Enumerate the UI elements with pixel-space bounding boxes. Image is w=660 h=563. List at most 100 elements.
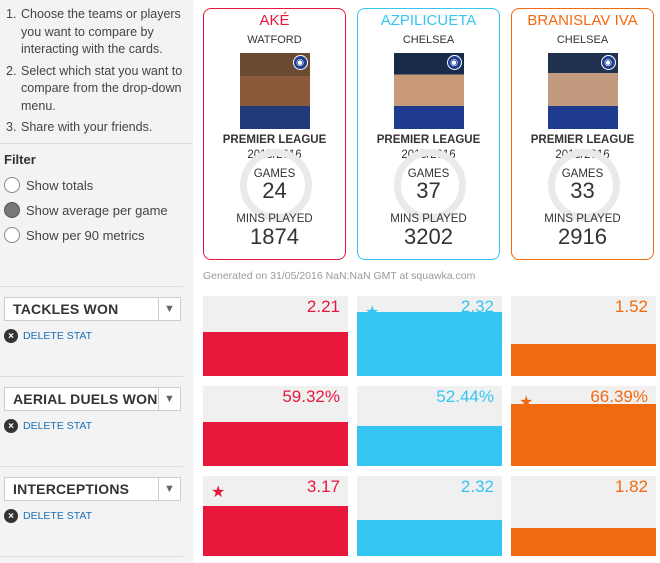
star-icon: ★ [519, 394, 534, 411]
close-icon[interactable]: × [4, 509, 18, 523]
player-card[interactable]: AKÉ WATFORD ◉ PREMIER LEAGUE 2015/2016 G… [203, 8, 346, 260]
mins-label: MINS PLAYED [544, 213, 621, 225]
filter-option-label: Show per 90 metrics [26, 227, 145, 243]
stat-bar [511, 528, 656, 556]
player-card[interactable]: AZPILICUETA CHELSEA ◉ PREMIER LEAGUE 201… [357, 8, 500, 260]
star-icon: ★ [365, 304, 380, 321]
stat-bar [357, 312, 502, 376]
radio-button[interactable] [4, 177, 20, 193]
instruction-number: 3. [6, 120, 17, 134]
delete-stat-button[interactable]: × DELETE STAT [4, 329, 193, 343]
stat-value: 59.32% [282, 387, 340, 406]
stat-divider [0, 286, 183, 287]
filter-option-label: Show average per game [26, 202, 168, 218]
stat-row-aerial: AERIAL DUELS WON ▼ × DELETE STAT [0, 387, 193, 433]
stat-cell: 2.32 [357, 476, 502, 556]
stat-select-label: TACKLES WON [13, 301, 119, 317]
delete-stat-label[interactable]: DELETE STAT [23, 510, 93, 522]
instruction-number: 1. [6, 7, 17, 21]
chevron-down-icon[interactable]: ▼ [158, 388, 180, 410]
filter-option-totals[interactable]: Show totals [0, 173, 193, 198]
games-value: 37 [416, 178, 441, 203]
stat-cell: 66.39% ★ [511, 386, 656, 466]
stat-value: 2.32 [460, 297, 494, 316]
mins-value: 3202 [404, 224, 453, 249]
player-club: CHELSEA [402, 34, 455, 46]
radio-button[interactable] [4, 202, 20, 218]
player-name: AKÉ [259, 12, 290, 29]
stat-value: 1.52 [614, 297, 648, 316]
games-value: 24 [262, 178, 287, 203]
delete-stat-button[interactable]: × DELETE STAT [4, 509, 193, 523]
stat-divider [0, 466, 183, 467]
player-name: AZPILICUETA [380, 12, 477, 29]
filter-option-average[interactable]: Show average per game [0, 198, 193, 223]
stat-select[interactable]: AERIAL DUELS WON ▼ [4, 387, 181, 411]
stat-bar [511, 403, 656, 466]
mins-label: MINS PLAYED [236, 213, 313, 225]
stat-cell: 52.44% [357, 386, 502, 466]
delete-stat-label[interactable]: DELETE STAT [23, 330, 93, 342]
team-badge-icon: ◉ [446, 55, 462, 70]
generated-note: Generated on 31/05/2016 NaN:NaN GMT at s… [203, 270, 476, 282]
games-label: GAMES [253, 168, 296, 180]
instruction-item: 3. Share with your friends. [6, 119, 185, 137]
stat-bar [357, 426, 502, 466]
stat-select-label: INTERCEPTIONS [13, 481, 130, 497]
stat-select-label: AERIAL DUELS WON [13, 391, 158, 407]
radio-button[interactable] [4, 227, 20, 243]
stat-row-tackles: TACKLES WON ▼ × DELETE STAT [0, 297, 193, 343]
stat-value: 1.82 [614, 477, 648, 496]
stat-value: 3.17 [306, 477, 340, 496]
divider [0, 142, 193, 144]
games-ring [548, 149, 620, 221]
instruction-text: Choose the teams or players you want to … [21, 7, 181, 56]
stat-cell: 3.17 ★ [203, 476, 348, 556]
league-label: PREMIER LEAGUE [222, 134, 327, 146]
games-ring [394, 149, 466, 221]
stat-cell: 59.32% [203, 386, 348, 466]
stat-select[interactable]: TACKLES WON ▼ [4, 297, 181, 321]
filter-option-per90[interactable]: Show per 90 metrics [0, 223, 193, 248]
close-icon[interactable]: × [4, 419, 18, 433]
stat-bar [203, 332, 348, 376]
mins-value: 1874 [250, 224, 299, 249]
stat-cell: 2.32 ★ [357, 296, 502, 376]
filter-title: Filter [4, 151, 36, 167]
stat-cell: 1.52 [511, 296, 656, 376]
instruction-number: 2. [6, 63, 17, 78]
stat-select[interactable]: INTERCEPTIONS ▼ [4, 477, 181, 501]
stat-value: 2.21 [306, 297, 340, 316]
stat-cell: 2.21 [203, 296, 348, 376]
star-icon: ★ [211, 484, 226, 501]
team-badge-icon: ◉ [292, 55, 308, 70]
player-photo: ◉ [393, 53, 464, 129]
player-photo: ◉ [547, 53, 618, 129]
chevron-down-icon[interactable]: ▼ [158, 478, 180, 500]
close-icon[interactable]: × [4, 329, 18, 343]
stat-row-interceptions: INTERCEPTIONS ▼ × DELETE STAT [0, 477, 193, 523]
league-label: PREMIER LEAGUE [530, 134, 635, 146]
instruction-item: 2. Select which stat you want to compare … [6, 63, 185, 116]
filter-option-label: Show totals [26, 177, 94, 193]
mins-value: 2916 [558, 224, 607, 249]
instructions-panel: 1. Choose the teams or players you want t… [0, 0, 193, 563]
stat-divider [0, 376, 183, 377]
stat-value: 66.39% [590, 387, 648, 406]
league-label: PREMIER LEAGUE [376, 134, 481, 146]
stat-divider [0, 556, 183, 557]
chevron-down-icon[interactable]: ▼ [158, 298, 180, 320]
instruction-text: Share with your friends. [21, 120, 153, 134]
stat-bar [357, 520, 502, 556]
delete-stat-label[interactable]: DELETE STAT [23, 420, 93, 432]
instruction-item: 1. Choose the teams or players you want t… [6, 6, 185, 59]
mins-label: MINS PLAYED [390, 213, 467, 225]
player-photo: ◉ [239, 53, 310, 129]
delete-stat-button[interactable]: × DELETE STAT [4, 419, 193, 433]
stat-value: 2.32 [460, 477, 494, 496]
player-name: BRANISLAV IVA [527, 12, 638, 29]
team-badge-icon: ◉ [600, 55, 616, 70]
player-card[interactable]: BRANISLAV IVA CHELSEA ◉ PREMIER LEAGUE 2… [511, 8, 654, 260]
stat-bar [203, 422, 348, 466]
instruction-list: 1. Choose the teams or players you want t… [0, 0, 193, 137]
